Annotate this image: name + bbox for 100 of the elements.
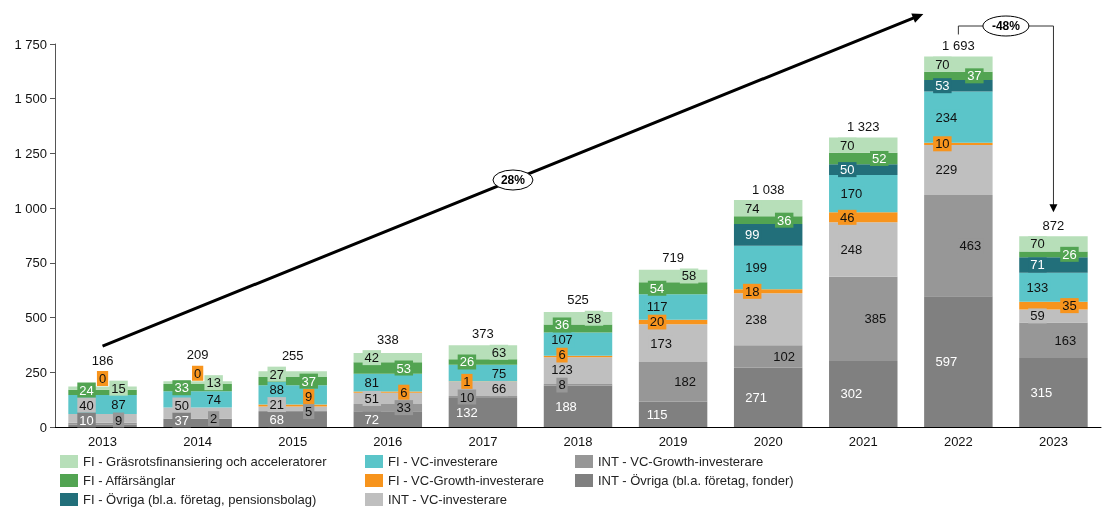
data-label: 115 — [646, 406, 668, 422]
y-tick-label: 750 — [25, 255, 47, 271]
legend-label: FI - VC-investerare — [388, 454, 498, 469]
data-label: 2 — [210, 411, 218, 427]
data-label: 36 — [776, 212, 792, 228]
data-label: 72 — [364, 411, 380, 427]
data-label: 70 — [935, 56, 950, 72]
data-label: 53 — [935, 78, 950, 94]
data-label: 26 — [459, 354, 475, 370]
x-tick-label: 2021 — [848, 434, 878, 449]
data-label: 51 — [364, 390, 380, 406]
data-label: 18 — [744, 283, 760, 299]
data-label: 70 — [1030, 236, 1045, 252]
data-label: 26 — [1062, 246, 1077, 262]
data-label: 234 — [935, 109, 958, 125]
data-label: 5 — [305, 404, 313, 420]
data-label: 102 — [773, 349, 796, 365]
data-label: 10 — [79, 412, 94, 428]
x-tick-label: 2016 — [373, 434, 403, 449]
data-label: 13 — [206, 375, 221, 391]
data-label: 37 — [967, 68, 982, 84]
bar — [924, 296, 993, 427]
data-label: 248 — [840, 242, 863, 258]
legend-label: FI - Övriga (bl.a. företag, pensionsbolag) — [83, 492, 317, 507]
x-tick-label: 2023 — [1038, 434, 1068, 449]
data-label: 35 — [1062, 298, 1077, 314]
total-label: 1 038 — [751, 182, 785, 198]
data-label: 182 — [674, 374, 696, 390]
data-label: 133 — [1026, 279, 1049, 295]
data-label: 99 — [744, 227, 760, 243]
data-label: 0 — [98, 371, 107, 387]
data-label: 59 — [1030, 308, 1045, 324]
data-label: 66 — [491, 381, 507, 397]
total-label: 525 — [567, 292, 589, 308]
data-label: 74 — [206, 391, 221, 407]
data-label: 63 — [491, 344, 507, 360]
data-label: 9 — [114, 412, 123, 428]
y-tick-label: 1 750 — [14, 36, 47, 52]
legend-label: INT - VC-investerare — [388, 492, 507, 507]
total-label: 255 — [281, 348, 304, 364]
legend-label: INT - VC-Growth-investerare — [598, 454, 764, 469]
data-label: 21 — [269, 397, 284, 413]
y-tick-label: 500 — [25, 310, 47, 326]
data-label: 58 — [681, 268, 697, 284]
data-label: 53 — [396, 360, 412, 376]
data-label: 40 — [79, 397, 94, 413]
data-label: 8 — [558, 377, 566, 393]
x-tick-label: 2013 — [88, 434, 118, 449]
legend-label: FI - VC-Growth-investerare — [388, 473, 545, 488]
total-label: 1 693 — [942, 38, 975, 54]
data-label: 10 — [459, 389, 475, 405]
data-label: 74 — [744, 200, 760, 216]
data-label: 229 — [935, 162, 958, 178]
data-label: 81 — [364, 375, 380, 391]
data-label: 15 — [111, 380, 126, 396]
y-tick-label: 1 500 — [14, 91, 47, 107]
data-label: 36 — [554, 317, 570, 333]
data-label: 68 — [269, 412, 284, 428]
x-tick-label: 2020 — [753, 434, 783, 449]
total-label: 209 — [186, 347, 209, 363]
data-label: 87 — [111, 397, 126, 413]
y-tick-label: 250 — [25, 364, 47, 380]
data-label: 315 — [1030, 385, 1053, 401]
data-label: 173 — [650, 335, 672, 351]
data-label: 0 — [194, 365, 202, 381]
x-tick-label: 2018 — [563, 434, 593, 449]
total-label: 1 323 — [847, 119, 880, 135]
x-tick-label: 2015 — [278, 434, 308, 449]
data-label: 385 — [864, 311, 887, 327]
data-label: 24 — [79, 382, 94, 398]
data-label: 42 — [364, 350, 380, 366]
data-label: 46 — [840, 209, 855, 225]
data-label: 6 — [558, 347, 566, 363]
x-tick-label: 2022 — [943, 434, 973, 449]
data-label: 117 — [646, 299, 668, 315]
data-label: 10 — [935, 136, 950, 152]
annotation: 28% — [500, 173, 526, 188]
data-label: 123 — [551, 362, 573, 378]
data-label: 1 — [463, 373, 471, 389]
data-label: 271 — [745, 389, 768, 405]
text: -48% — [991, 19, 1021, 33]
bar — [924, 195, 993, 297]
y-tick-label: 1 250 — [14, 145, 47, 161]
data-label: 50 — [174, 397, 189, 413]
data-label: 70 — [840, 137, 855, 153]
total-label: 186 — [91, 352, 114, 368]
data-label: 107 — [551, 332, 573, 348]
legend-label: FI - Gräsrotsfinansiering och acceleratorer — [83, 454, 328, 469]
x-tick-label: 2014 — [183, 434, 213, 449]
data-label: 302 — [840, 386, 863, 402]
data-label: 20 — [649, 314, 665, 330]
data-label: 9 — [305, 389, 313, 405]
data-label: 170 — [840, 186, 863, 202]
data-label: 54 — [649, 280, 665, 296]
x-tick-label: 2017 — [468, 434, 498, 449]
data-label: 88 — [269, 382, 284, 398]
bar — [829, 222, 898, 277]
data-label: 132 — [456, 405, 478, 421]
data-label: 75 — [491, 365, 507, 381]
data-label: 27 — [269, 366, 284, 382]
